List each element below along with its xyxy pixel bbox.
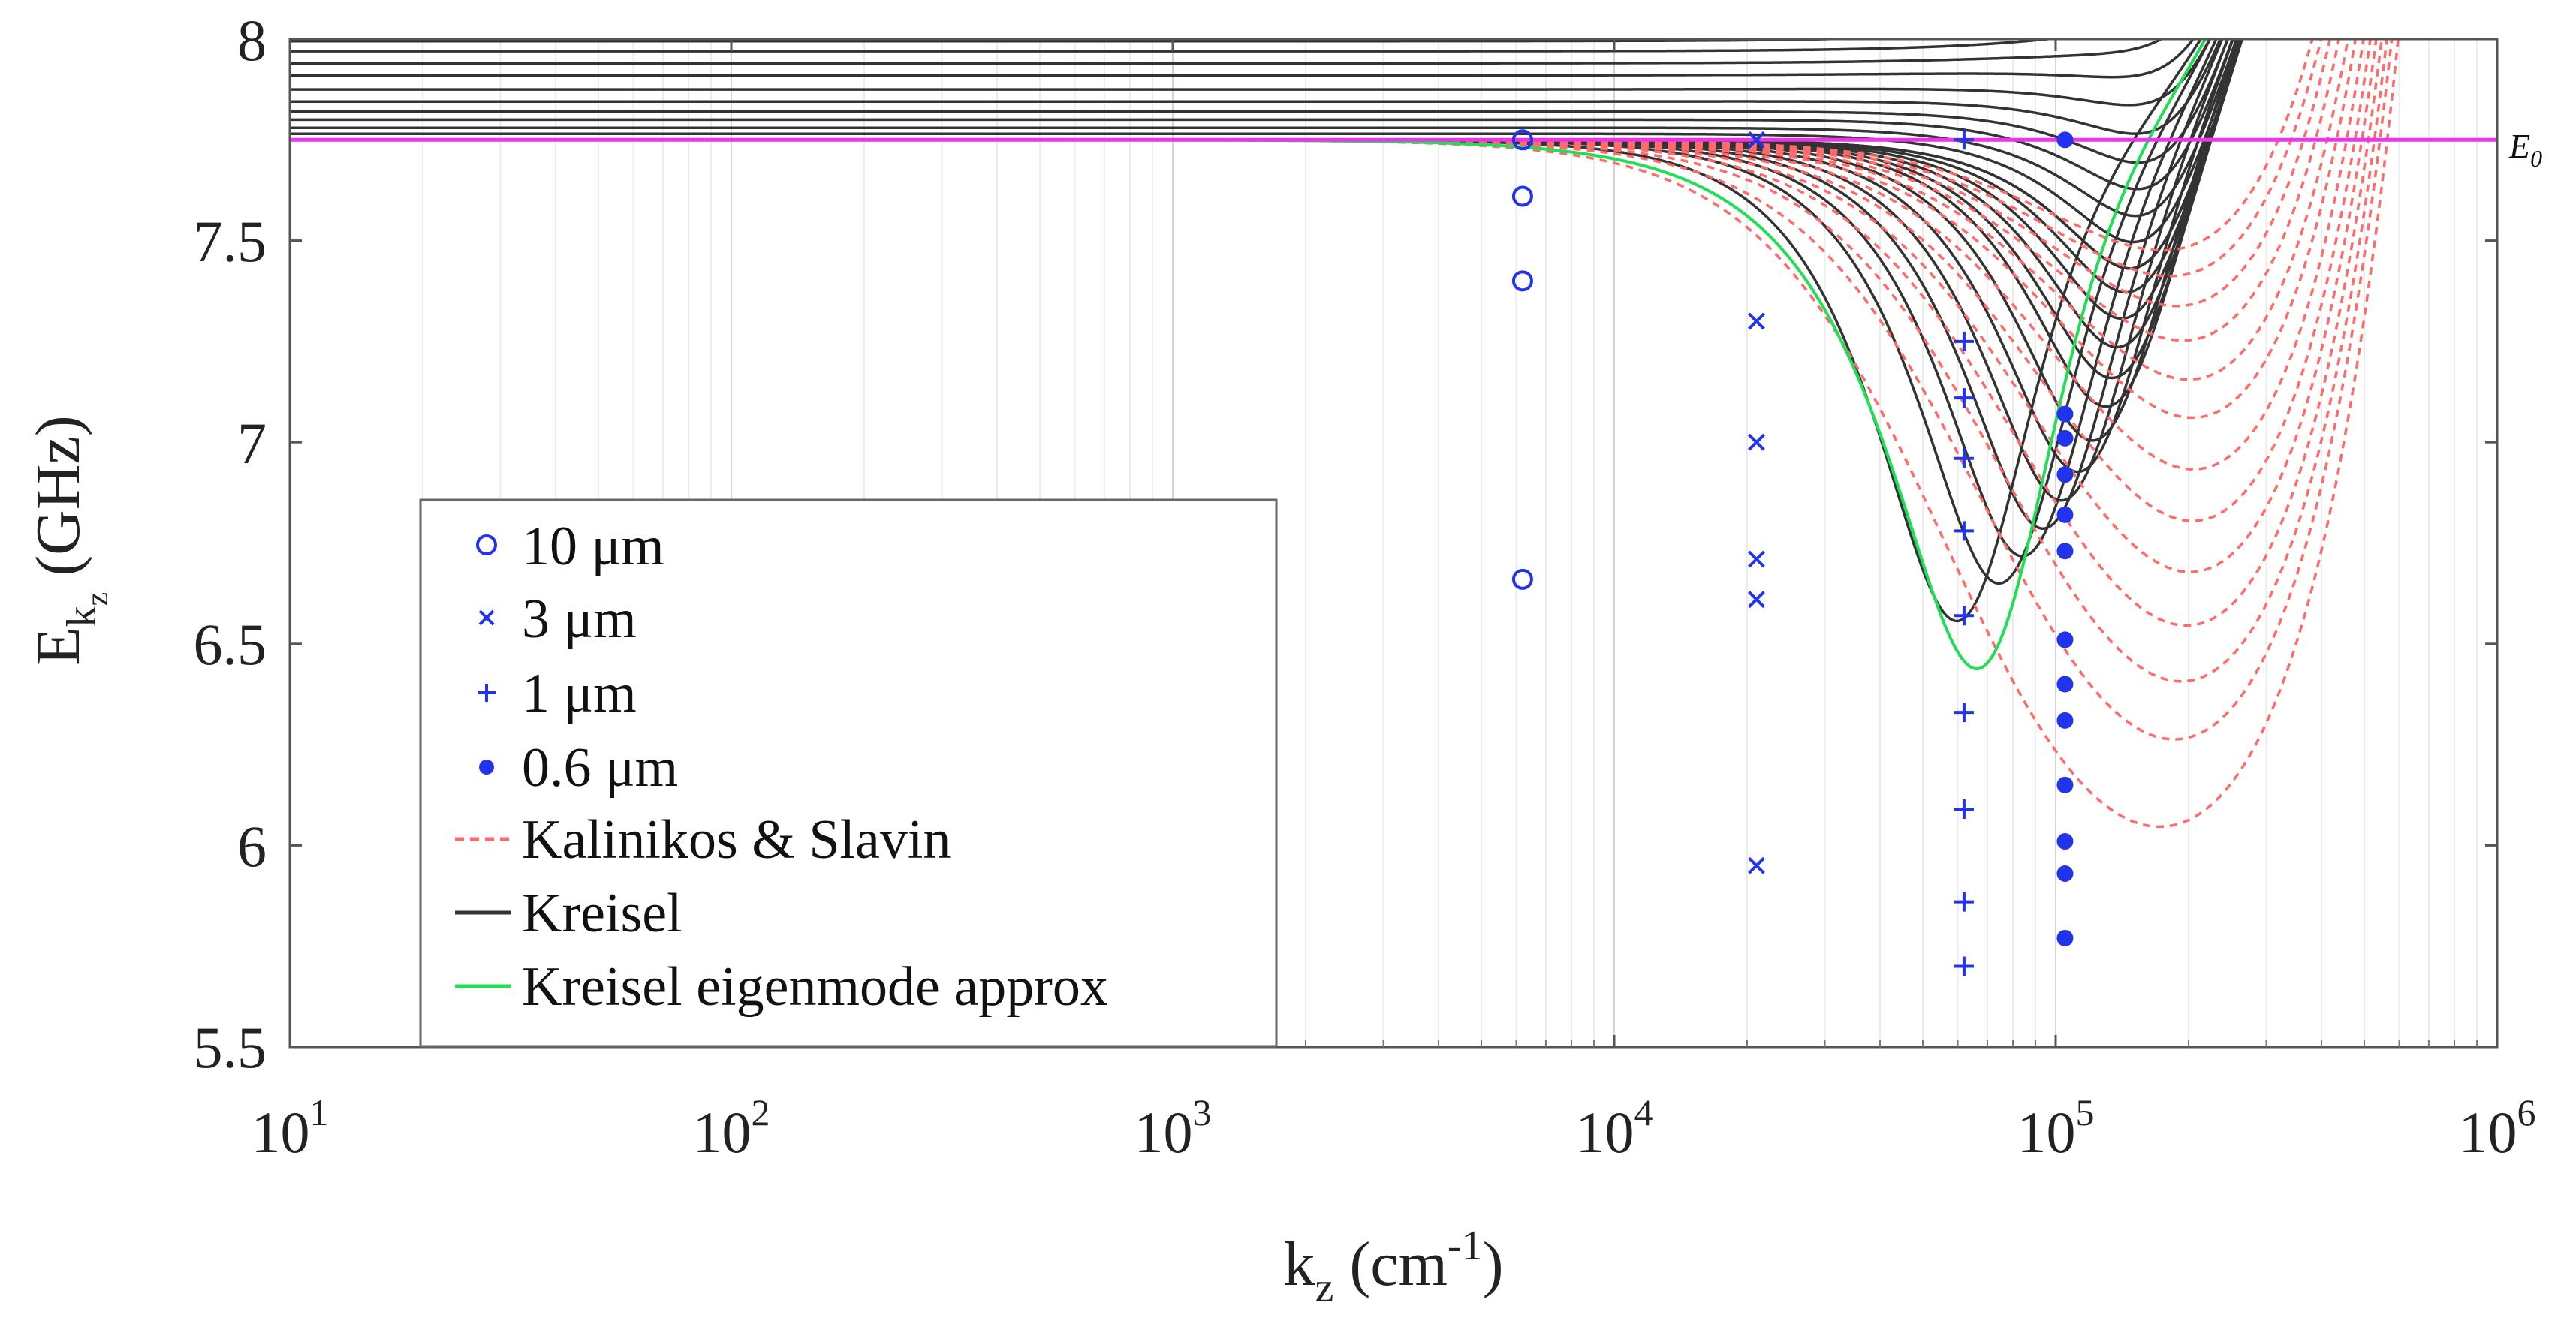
marker-1um: [1954, 521, 1974, 541]
marker-3um: [1748, 550, 1765, 568]
legend-label-kreisel-eigenmode-approx: Kreisel eigenmode approx: [522, 956, 1108, 1018]
y-tick-label: 7.5: [194, 209, 267, 274]
x-tick-label: 101: [252, 1091, 329, 1165]
marker-3um: [1748, 591, 1765, 609]
marker-1um: [1954, 331, 1974, 351]
y-tick-label: 8: [237, 8, 267, 73]
marker-1um: [1954, 956, 1974, 976]
y-tick-label: 5.5: [194, 1015, 267, 1080]
y-tick-labels: 5.5 6 6.5 7 7.5 8: [194, 8, 267, 1080]
marker-0.6um: [2056, 543, 2074, 560]
kreisel-curve: [290, 39, 2164, 65]
legend-x-marker: [478, 609, 495, 626]
marker-1um: [1954, 130, 1974, 150]
marker-3um: [1748, 312, 1765, 330]
kreisel-curve: [290, 39, 2241, 244]
x-tick-label: 103: [1134, 1091, 1212, 1165]
marker-0.6um: [2056, 712, 2074, 729]
x-tick-label: 104: [1576, 1091, 1653, 1165]
x-tick-label: 102: [693, 1091, 770, 1165]
marker-0.6um: [2056, 631, 2074, 648]
legend-label-3um: 3 μm: [522, 588, 637, 650]
marker-0.6um: [2056, 131, 2074, 149]
marker-0.6um: [2056, 776, 2074, 793]
marker-1um: [1954, 892, 1974, 912]
legend-label-10um: 10 μm: [522, 516, 664, 577]
legend: 10 μm 3 μm 1 μm 0.6 μm Kalinikos & Slavi…: [419, 498, 1278, 1048]
marker-3um: [1748, 131, 1765, 149]
x-tick-label: 105: [2017, 1091, 2095, 1165]
marker-1um: [1954, 606, 1974, 626]
kreisel-curve: [290, 39, 2059, 53]
legend-label-kreisel: Kreisel: [522, 883, 682, 944]
legend-label-1um: 1 μm: [522, 663, 637, 724]
marker-10um: [1511, 270, 1533, 292]
marker-10um: [1511, 129, 1533, 151]
kreisel-curve: [290, 39, 2229, 164]
marker-1um: [1954, 799, 1974, 820]
curves: [290, 39, 2497, 829]
marker-0.6um: [2056, 506, 2074, 523]
data-markers: [1511, 129, 2074, 976]
marker-0.6um: [2056, 676, 2074, 693]
marker-1um: [1954, 388, 1974, 408]
marker-0.6um: [2056, 466, 2074, 483]
marker-0.6um: [2056, 865, 2074, 883]
x-axis-label: kz (cm-1): [1283, 1223, 1503, 1311]
y-tick-label: 7: [237, 411, 267, 476]
marker-0.6um: [2056, 929, 2074, 946]
marker-3um: [1748, 856, 1765, 874]
legend-label-0.6um: 0.6 μm: [522, 737, 678, 799]
y-tick-label: 6: [237, 814, 267, 879]
marker-0.6um: [2056, 405, 2074, 423]
legend-dot-marker: [479, 760, 494, 775]
marker-3um: [1748, 433, 1765, 451]
x-tick-label: 106: [2459, 1091, 2536, 1165]
x-tick-labels: 101 102 103 104 105 106: [252, 1091, 2536, 1165]
y-axis-label: Ekz (GHz): [23, 415, 115, 666]
kalinikos-slavin-curve: [290, 39, 2372, 522]
legend-plus-marker: [478, 684, 496, 702]
marker-1um: [1954, 703, 1974, 723]
kreisel-curve: [290, 39, 2195, 79]
legend-box: [419, 498, 1278, 1048]
kalinikos-slavin-curve: [290, 39, 2349, 381]
marker-1um: [1954, 448, 1974, 468]
kreisel-curve: [290, 39, 1874, 43]
legend-circle-marker: [476, 534, 497, 555]
kreisel-curve: [290, 39, 2234, 191]
plot-frame: [288, 38, 2499, 1049]
marker-0.6um: [2056, 429, 2074, 447]
marker-10um: [1511, 185, 1533, 207]
kreisel-curve: [290, 39, 2212, 107]
marker-10um: [1511, 568, 1533, 590]
kalinikos-slavin-curve: [290, 39, 2378, 573]
legend-label-kalinikos-slavin: Kalinikos & Slavin: [522, 809, 951, 871]
y-tick-label: 6.5: [194, 612, 267, 677]
marker-0.6um: [2056, 833, 2074, 850]
kreisel-curve: [290, 39, 2222, 135]
e0-label: E0: [2508, 127, 2542, 172]
